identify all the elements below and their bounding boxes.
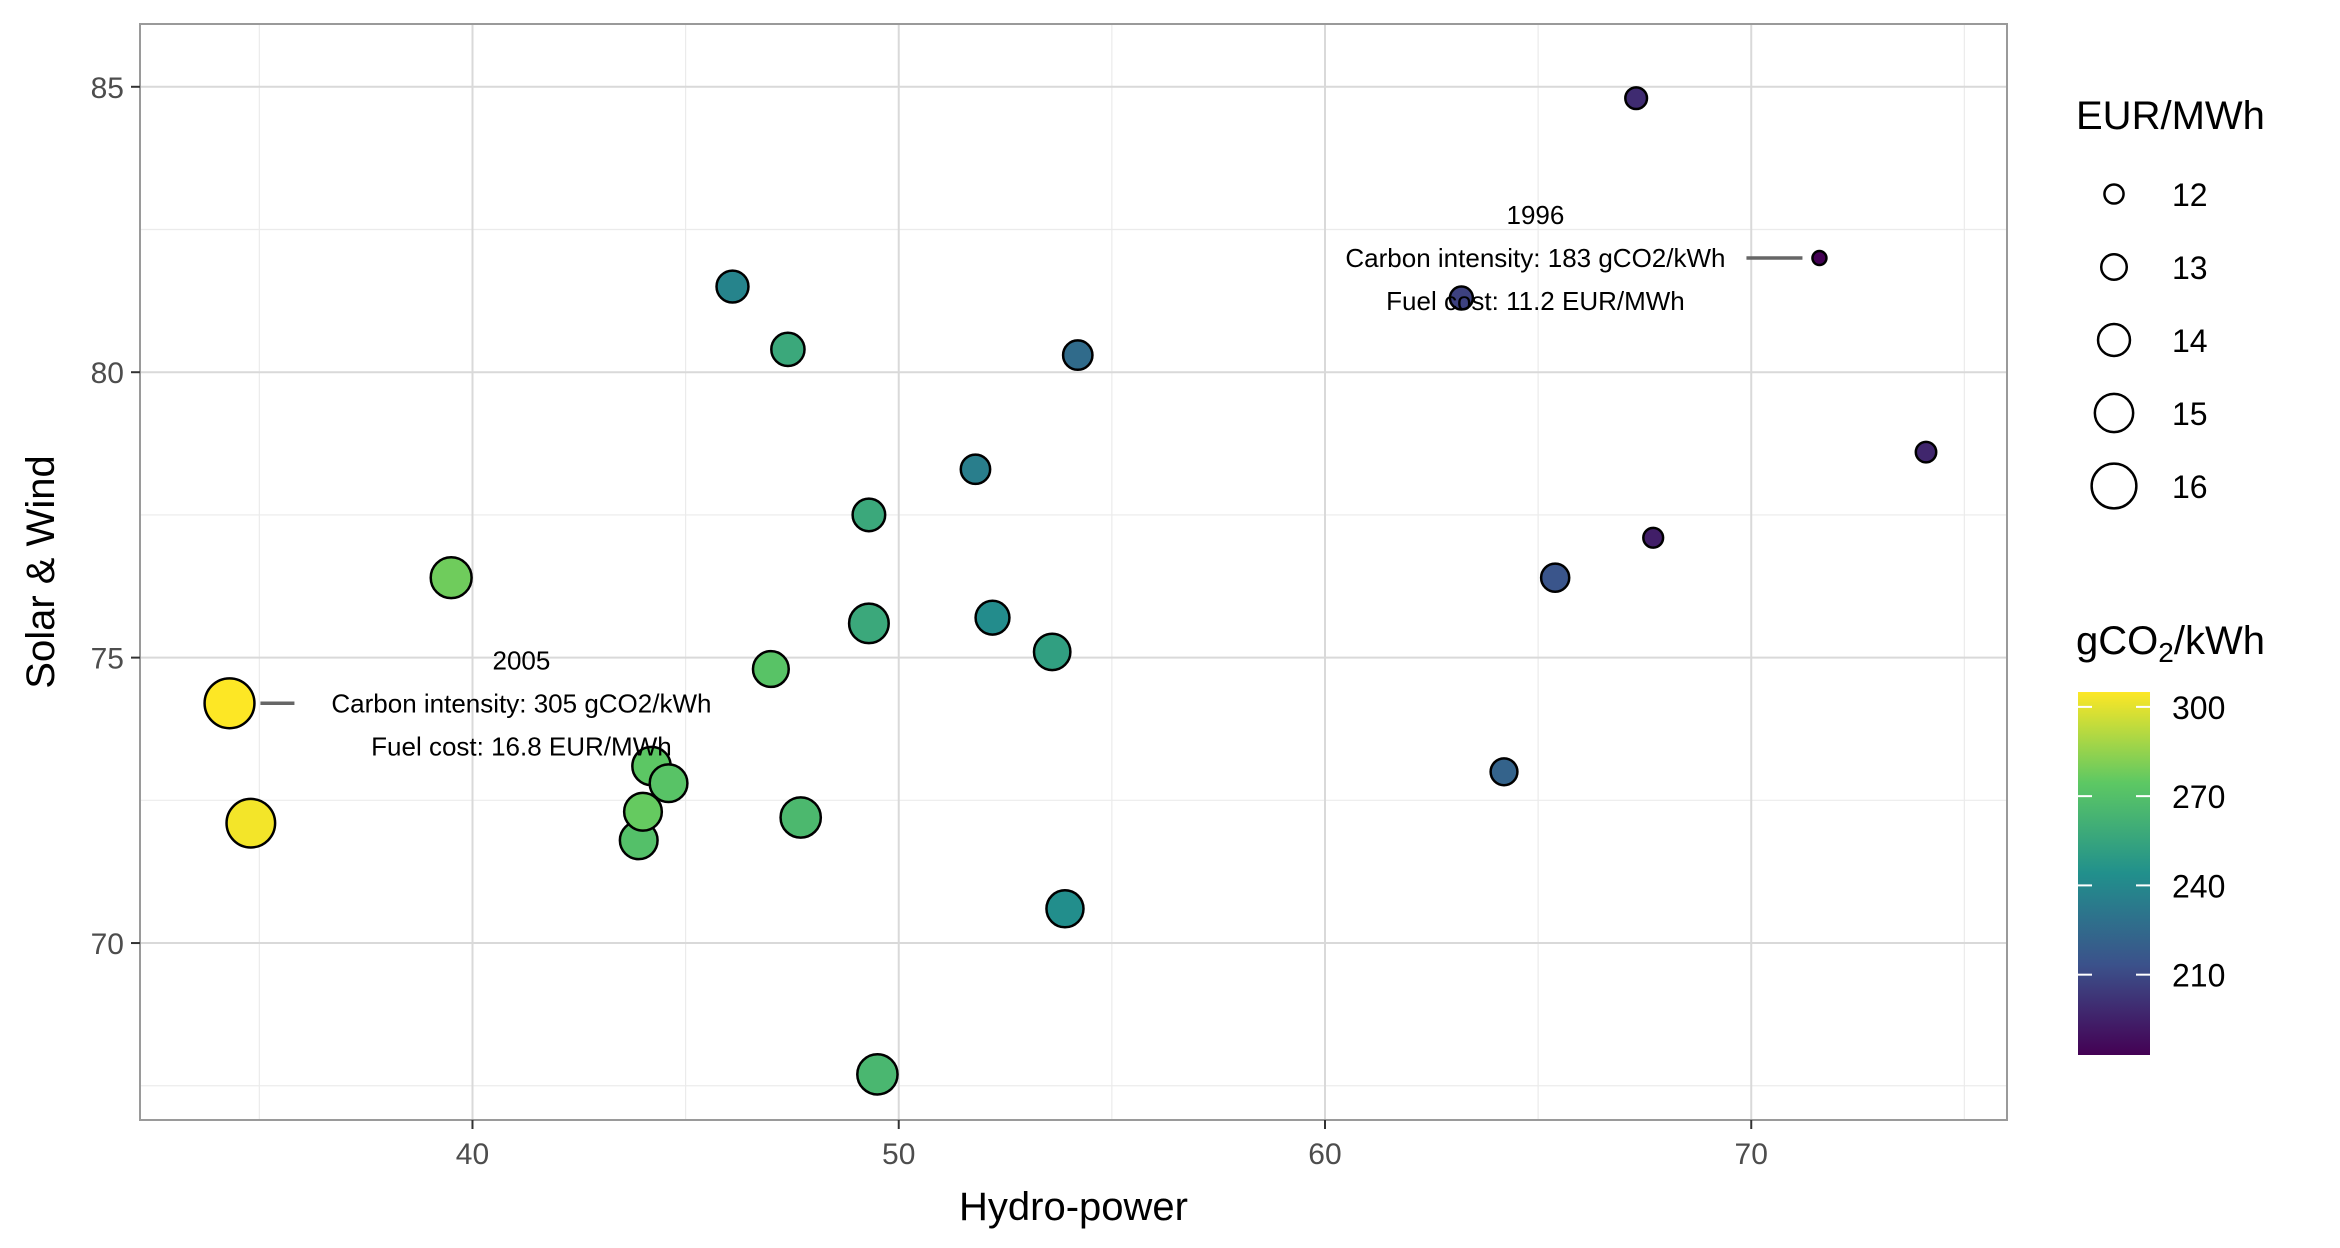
color-legend-bar: [2078, 692, 2150, 1055]
data-point: [1914, 440, 1938, 464]
size-legend-label: 13: [2172, 250, 2208, 286]
grid-layer: [140, 24, 2007, 1120]
annotation-carbon-intensity: Carbon intensity: 183 gCO2/kWh: [1345, 243, 1725, 273]
annotation-connectors: [260, 256, 1803, 706]
size-legend-key: [2096, 322, 2132, 358]
data-point: [1045, 889, 1085, 929]
data-point: [1539, 562, 1571, 593]
size-legend-key: [2090, 462, 2138, 510]
data-point: [851, 497, 887, 533]
x-tick-label: 40: [456, 1138, 489, 1171]
data-point: [715, 269, 750, 304]
data-point: [779, 796, 823, 839]
annotation-label: 2005 Carbon intensity: 305 gCO2/kWh Fuel c…: [331, 645, 711, 761]
y-tick-label: 85: [91, 72, 124, 105]
data-point: [1448, 285, 1475, 311]
x-tick-label: 60: [1308, 1138, 1341, 1171]
data-point: [847, 602, 890, 645]
data-point: [429, 556, 473, 600]
size-legend-label: 15: [2172, 396, 2208, 432]
data-point: [856, 1052, 899, 1096]
color-legend-label: 240: [2172, 868, 2225, 904]
size-legend-title: EUR/MWh: [2076, 94, 2265, 138]
data-point: [203, 677, 256, 730]
color-legend-title-subscript: 2: [2158, 637, 2174, 668]
annotation-fuel-cost: Fuel cost: 16.8 EUR/MWh: [371, 731, 672, 761]
color-legend-title-main: gCO: [2076, 619, 2158, 663]
size-legend-label: 12: [2172, 177, 2208, 213]
color-legend-title: gCO2/kWh: [2076, 619, 2265, 668]
axes-layer: Hydro-power Solar & Wind 40 50 60 70 70 75 80 8…: [19, 72, 1768, 1229]
data-point: [1624, 86, 1649, 111]
size-legend-label: 14: [2172, 323, 2208, 359]
data-point: [1061, 339, 1094, 372]
data-point: [225, 797, 277, 849]
x-tick-label: 50: [882, 1138, 915, 1171]
data-point: [974, 599, 1011, 636]
data-point: [622, 791, 664, 832]
color-legend: gCO2/kWh 300 270 240 210: [2076, 619, 2265, 1055]
y-tick-label: 75: [91, 643, 124, 676]
size-legend-key: [2103, 183, 2125, 205]
annotation-year: 2005: [493, 645, 551, 675]
points-layer: [203, 86, 1938, 1096]
annotation-year: 1996: [1507, 200, 1565, 230]
color-legend-label: 300: [2172, 690, 2225, 726]
color-legend-label: 270: [2172, 779, 2225, 815]
data-point: [770, 331, 806, 368]
annotation-fuel-cost: Fuel cost: 11.2 EUR/MWh: [1386, 286, 1685, 316]
annotations-layer: 2005 Carbon intensity: 305 gCO2/kWh Fuel c…: [331, 200, 1725, 761]
y-tick-label: 80: [91, 357, 124, 390]
x-tick-label: 70: [1735, 1138, 1768, 1171]
size-legend-key: [2099, 252, 2129, 282]
data-point: [1489, 757, 1519, 787]
data-point: [751, 649, 790, 689]
color-legend-label: 210: [2172, 958, 2225, 994]
size-legend-key: [2093, 392, 2135, 434]
annotation-label: 1996 Carbon intensity: 183 gCO2/kWh Fuel c…: [1345, 200, 1725, 316]
panel-border: [139, 23, 2008, 1121]
size-legend: EUR/MWh 12 13 14 15 16: [2076, 94, 2265, 510]
color-legend-title-suffix: /kWh: [2174, 619, 2265, 663]
data-point: [959, 453, 992, 486]
y-axis-title: Solar & Wind: [19, 455, 63, 688]
data-point: [648, 763, 689, 804]
size-legend-label: 16: [2172, 469, 2208, 505]
x-axis-title: Hydro-power: [959, 1185, 1188, 1229]
data-point: [1811, 249, 1828, 267]
data-point: [1642, 526, 1665, 549]
data-point: [1032, 632, 1072, 672]
annotation-carbon-intensity: Carbon intensity: 305 gCO2/kWh: [331, 688, 711, 718]
y-tick-label: 70: [91, 928, 124, 961]
